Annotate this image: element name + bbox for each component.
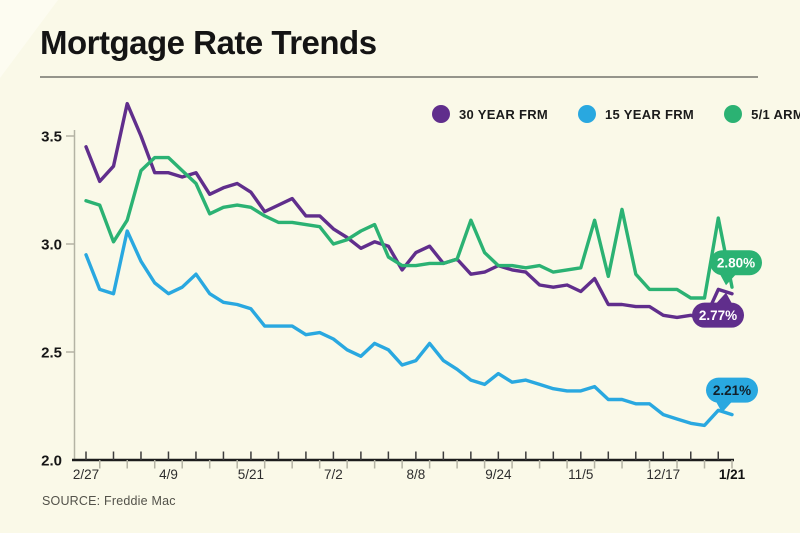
legend-item-5-1-arm: 5/1 ARM (724, 105, 800, 123)
line-30-year-frm (84, 101, 734, 322)
x-tick-label: 2/27 (73, 467, 99, 482)
source-credit: SOURCE: Freddie Mac (42, 494, 176, 508)
x-tick-label: 12/17 (646, 467, 680, 482)
line-15-year-frm (84, 229, 734, 428)
legend-label: 30 YEAR FRM (459, 106, 549, 122)
page-title: Mortgage Rate Trends (40, 24, 377, 61)
legend-dot-purple-icon (432, 105, 450, 123)
callout-15-year-frm-tail (716, 401, 732, 413)
legend-dot-blue-icon (578, 105, 597, 123)
legend: 30 YEAR FRM 15 YEAR FRM 5/1 ARM (432, 105, 800, 123)
callout-30-year-frm-tail (716, 292, 732, 304)
callout-15-year-frm-bubble (706, 377, 758, 403)
x-tick-label: 9/24 (485, 467, 512, 482)
legend-item-30-year-frm: 30 YEAR FRM (432, 105, 548, 123)
callout-5-1-arm-tail (720, 274, 736, 286)
legend-item-15-year-frm: 15 YEAR FRM (578, 105, 694, 123)
y-tick-label: 3.0 (41, 237, 62, 254)
legend-label: 5/1 ARM (751, 106, 800, 122)
line-5-1-arm (84, 155, 734, 300)
callout-5-1-arm-bubble (710, 250, 762, 276)
x-tick-label: 11/5 (568, 467, 593, 482)
callout-30-year-frm-bubble (692, 302, 744, 328)
y-tick-label: 3.5 (41, 129, 62, 146)
corner-accent (0, 0, 58, 78)
legend-dot-green-icon (724, 105, 743, 123)
callout-5-1-arm-label: 2.80% (717, 256, 755, 271)
x-tick-label: 7/2 (324, 467, 343, 482)
legend-label: 15 YEAR FRM (605, 106, 695, 122)
x-tick-label: 5/21 (238, 467, 264, 482)
y-tick-label: 2.5 (41, 345, 62, 362)
x-tick-label: 8/8 (406, 467, 425, 482)
title-divider (40, 76, 758, 78)
callout-30-year-frm-label: 2.77% (699, 308, 737, 323)
callout-15-year-frm-label: 2.21% (713, 383, 751, 398)
x-tick-label: 1/21 (719, 467, 746, 482)
y-tick-label: 2.0 (41, 453, 62, 470)
x-tick-label: 4/9 (159, 467, 178, 482)
